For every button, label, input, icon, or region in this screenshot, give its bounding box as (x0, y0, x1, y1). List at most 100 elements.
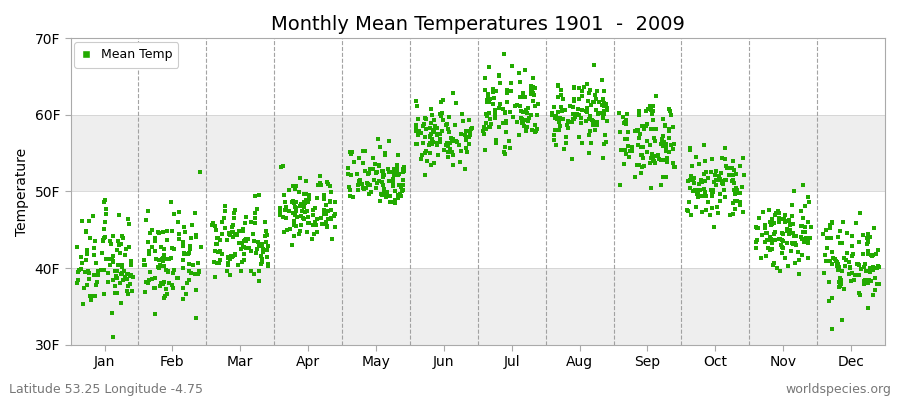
Point (508, 103, 522, 109)
Point (350, 171, 365, 178)
Point (725, 158, 740, 164)
Point (767, 260, 781, 266)
Point (512, 94, 526, 100)
Point (446, 149, 460, 155)
Point (645, 108, 660, 114)
Point (733, 202, 747, 208)
Point (658, 122, 672, 128)
Point (463, 132, 477, 138)
Point (433, 111, 447, 117)
Point (391, 192, 405, 198)
Point (88, 292, 103, 299)
Point (424, 106, 438, 112)
Point (424, 162, 438, 168)
Point (483, 120, 498, 127)
Point (595, 112, 609, 118)
Point (382, 178, 396, 184)
Point (161, 280, 176, 286)
Point (488, 114, 502, 121)
Point (621, 143, 635, 150)
Point (478, 126, 492, 132)
Point (373, 178, 387, 184)
Point (90, 268, 104, 274)
Point (176, 256, 190, 263)
Point (653, 182, 668, 188)
Point (313, 180, 328, 186)
Point (98, 234, 112, 240)
Point (765, 220, 779, 226)
Point (157, 295, 171, 302)
Point (853, 265, 868, 272)
Point (765, 246, 779, 252)
Point (322, 198, 337, 205)
Point (572, 134, 586, 140)
Point (663, 142, 678, 148)
Point (379, 191, 393, 197)
Point (722, 164, 736, 171)
Point (109, 273, 123, 279)
Point (83, 292, 97, 299)
Point (360, 180, 374, 186)
Point (712, 176, 726, 183)
Point (342, 184, 356, 190)
Point (111, 238, 125, 244)
Point (729, 198, 743, 204)
Point (459, 135, 473, 141)
Point (144, 226, 158, 233)
Point (413, 156, 428, 162)
Point (613, 182, 627, 188)
Point (526, 84, 540, 91)
Point (101, 279, 115, 285)
Point (489, 140, 503, 146)
Point (122, 273, 137, 279)
Point (383, 199, 398, 205)
Point (420, 158, 435, 164)
Point (454, 148, 469, 154)
Point (145, 276, 159, 282)
Point (423, 125, 437, 132)
Point (493, 101, 508, 108)
Point (261, 263, 275, 269)
Point (112, 279, 127, 286)
Point (583, 86, 598, 93)
Point (187, 271, 202, 278)
Point (321, 216, 336, 222)
Point (417, 121, 431, 128)
Point (840, 250, 854, 256)
Point (769, 212, 783, 218)
Point (440, 126, 454, 132)
Point (425, 141, 439, 147)
Point (645, 117, 660, 124)
Point (788, 242, 803, 248)
Point (324, 216, 338, 222)
Point (79, 228, 94, 234)
Point (361, 171, 375, 178)
Point (618, 117, 633, 124)
Point (705, 156, 719, 162)
Point (368, 185, 382, 192)
Point (416, 140, 430, 146)
Point (441, 149, 455, 156)
Point (820, 235, 834, 241)
Point (238, 238, 253, 244)
Point (491, 104, 506, 111)
Point (498, 110, 512, 116)
Point (580, 104, 594, 111)
Point (439, 139, 454, 146)
Point (97, 226, 112, 232)
Point (691, 161, 706, 167)
Point (223, 232, 238, 238)
Title: Monthly Mean Temperatures 1901  -  2009: Monthly Mean Temperatures 1901 - 2009 (271, 15, 685, 34)
Point (837, 286, 851, 292)
Point (725, 211, 740, 217)
Point (750, 237, 764, 243)
Point (179, 291, 194, 298)
Point (110, 290, 124, 297)
Point (824, 219, 839, 226)
Point (482, 110, 496, 116)
Point (715, 180, 729, 186)
Point (564, 156, 579, 162)
Point (443, 140, 457, 146)
Point (659, 148, 673, 154)
Point (236, 244, 250, 251)
